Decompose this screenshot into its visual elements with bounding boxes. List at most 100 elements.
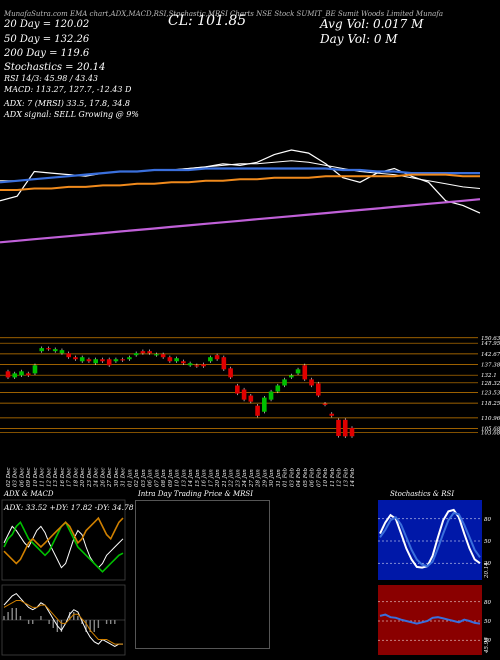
price-tick-label: 132.1 — [481, 373, 497, 379]
date-tick-label: 30 Dec — [114, 468, 120, 488]
rsi-series-RSI — [379, 613, 481, 625]
candle-body — [32, 365, 38, 374]
date-tick-label: 03 Feb — [289, 467, 295, 487]
candle-body — [5, 371, 11, 378]
stoch-bg — [378, 500, 482, 580]
candle-body — [248, 395, 254, 402]
candle-body — [120, 359, 125, 361]
price-tick-label: 123.53 — [481, 390, 500, 396]
date-tick-label: 21 Jan — [222, 469, 228, 488]
date-tick-label: 17 Jan — [208, 469, 214, 487]
candle-body — [255, 405, 260, 416]
date-tick-label: 09 Jan — [168, 469, 174, 487]
price-tick-label: 150.63 — [481, 336, 500, 342]
candle-body — [214, 355, 220, 360]
intraday-title: Intra Day Trading Price & MRSI — [138, 490, 253, 498]
rsi-tick-label: 50 — [484, 619, 491, 625]
candle-body — [25, 373, 31, 376]
candle-body — [322, 403, 328, 405]
stoch-end-label: 20.14 — [484, 562, 490, 579]
ema-series-sma50 — [0, 167, 480, 184]
sma20-label: 20 Day = 120.02 — [4, 19, 90, 30]
candle-body — [133, 353, 139, 356]
day-vol-label: Day Vol: 0 M — [320, 32, 398, 46]
date-tick-label: 22 Jan — [229, 469, 235, 488]
date-tick-label: 23 Dec — [87, 468, 93, 489]
rsi-label: RSI 14/3: 45.98 / 43.43 — [4, 74, 98, 83]
candle-body — [19, 371, 24, 376]
candle-body — [262, 397, 267, 412]
candle-body — [46, 348, 51, 350]
candle-body — [181, 361, 186, 364]
candle-body — [86, 359, 92, 362]
close-price-label: CL: 101.85 — [168, 13, 247, 29]
adx-series-ADX — [3, 525, 124, 569]
date-tick-label: 07 Jan — [154, 469, 160, 487]
candle-body — [228, 368, 233, 378]
candle-body — [302, 365, 308, 380]
date-tick-label: 10 Jan — [175, 469, 181, 487]
date-tick-label: 20 Jan — [215, 469, 221, 488]
macd-label: MACD: 113.27, 127.7, -12.43 D — [4, 85, 132, 94]
candle-body — [221, 357, 227, 370]
date-tick-label: 15 Jan — [195, 469, 201, 487]
adx-panel-label: ADX: 33.52 +DY: 17.82 -DY: 34.78 — [3, 503, 134, 512]
adx-label: ADX: 7 (MRSI) 33.5, 17.8, 34.8 — [4, 99, 131, 108]
date-tick-label: 17 Dec — [67, 468, 73, 488]
date-tick-label: 31 Jan — [276, 469, 282, 487]
adx-macd-title: ADX & MACD — [4, 490, 54, 498]
price-tick-label: 147.95 — [481, 341, 500, 347]
date-tick-label: 07 Feb — [316, 467, 322, 487]
candle-body — [336, 419, 341, 436]
stoch-rsi-title: Stochastics & RSI — [390, 490, 455, 498]
candle-body — [194, 365, 200, 367]
sma50-label: 50 Day = 132.26 — [4, 34, 90, 45]
candle-body — [12, 373, 18, 378]
date-tick-label: 01 Jan — [127, 469, 133, 487]
candle-body — [66, 353, 72, 358]
date-tick-label: 26 Dec — [100, 468, 106, 489]
date-tick-label: 11 Dec — [40, 468, 46, 488]
date-tick-label: 12 Dec — [46, 468, 52, 488]
candle-body — [147, 351, 152, 354]
date-tick-label: 30 Jan — [269, 469, 275, 487]
candle-body — [342, 419, 348, 437]
ema-series-ema — [0, 173, 480, 191]
avg-vol-label: Avg Vol: 0.017 M — [320, 17, 424, 31]
candle-body — [295, 369, 301, 374]
date-tick-label: 14 Feb — [350, 467, 356, 487]
date-tick-label: 18 Dec — [73, 468, 79, 488]
candle-body — [39, 348, 45, 352]
date-tick-label: 13 Feb — [343, 467, 349, 487]
date-axis: 02 Dec 03 Dec 06 Dec 09 Dec 10 Dec 11 Dec 12 D… — [6, 467, 356, 489]
adx-panel: ADX: 33.52 +DY: 17.82 -DY: 34.78 — [1, 499, 134, 581]
date-tick-label: 13 Dec — [53, 468, 59, 488]
stoch-label: Stochastics = 20.14 — [4, 62, 106, 73]
date-tick-label: 14 Jan — [188, 469, 194, 487]
candle-body — [127, 357, 132, 360]
date-tick-label: 24 Jan — [242, 469, 248, 488]
date-tick-label: 29 Jan — [262, 469, 268, 488]
date-tick-label: 10 Dec — [33, 468, 39, 488]
candle-body — [140, 351, 146, 354]
price-tick-label: 105.68 — [481, 427, 500, 433]
date-tick-label: 06 Dec — [19, 468, 25, 488]
candle-body — [288, 375, 294, 378]
price-tick-label: 142.67 — [481, 352, 500, 358]
candle-body — [235, 385, 240, 394]
date-tick-label: 11 Feb — [330, 467, 336, 487]
sma200-label: 200 Day = 119.6 — [4, 48, 90, 59]
candle-body — [268, 391, 274, 400]
ema-series-sma200 — [0, 198, 481, 244]
price-tick-label: 110.96 — [481, 416, 500, 422]
candle-body — [73, 357, 78, 360]
candle-body — [174, 358, 179, 362]
candle-body — [52, 349, 58, 352]
adx-label-bg — [3, 502, 124, 512]
date-tick-label: 16 Dec — [60, 468, 66, 488]
candle-body — [167, 357, 173, 362]
candle-body — [59, 350, 65, 354]
date-tick-label: 24 Dec — [94, 468, 100, 489]
